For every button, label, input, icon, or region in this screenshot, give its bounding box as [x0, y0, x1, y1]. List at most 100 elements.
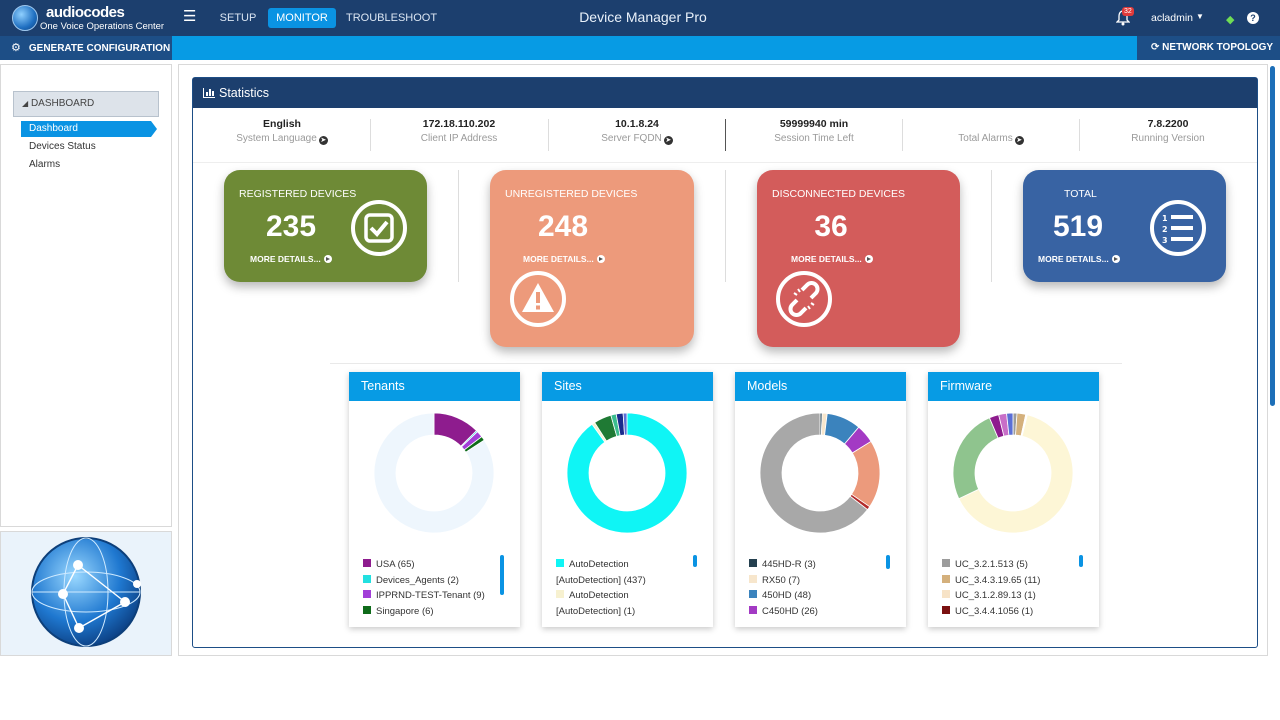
- legend-item[interactable]: UC_3.2.1.513 (5): [942, 557, 1072, 573]
- more-details-link[interactable]: MORE DETAILS...: [1038, 254, 1120, 264]
- divider: [370, 119, 371, 151]
- legend-item[interactable]: AutoDetection: [556, 588, 686, 604]
- more-details-label: MORE DETAILS...: [523, 254, 594, 264]
- total-devices-card[interactable]: TOTAL 519 MORE DETAILS... 1 2 3: [1023, 170, 1226, 282]
- legend-item[interactable]: UC_3.4.3.19.65 (11): [942, 573, 1072, 589]
- sidebar-item-dashboard[interactable]: Dashboard: [21, 121, 157, 137]
- sidebar-section-label: DASHBOARD: [30, 98, 95, 109]
- info-client-ip: 172.18.110.202 Client IP Address: [370, 116, 548, 154]
- legend-item[interactable]: 445HD-R (3): [749, 557, 879, 573]
- audiocodes-logo[interactable]: audiocodes One Voice Operations Center: [10, 3, 180, 33]
- svg-text:1: 1: [1162, 214, 1168, 223]
- gear-icon: ⚙: [11, 42, 21, 54]
- card-title: TOTAL: [1064, 188, 1097, 200]
- sites-donut: [566, 412, 688, 534]
- divider: [1079, 119, 1080, 151]
- arrow-right-icon[interactable]: ➤: [663, 136, 673, 145]
- more-details-link[interactable]: MORE DETAILS...: [250, 254, 332, 264]
- statistics-title: Statistics: [219, 86, 270, 100]
- info-total-alarms: Total Alarms ➤: [902, 116, 1080, 154]
- divider: [193, 162, 1257, 163]
- tab-troubleshoot[interactable]: TROUBLESHOOT: [346, 12, 438, 24]
- info-label: System Language: [236, 133, 317, 144]
- network-topology-button[interactable]: ⟳ NETWORK TOPOLOGY: [1137, 36, 1280, 60]
- generate-configuration-button[interactable]: ⚙ GENERATE CONFIGURATION: [0, 36, 172, 60]
- globe-logo-icon: [12, 5, 38, 31]
- app-title: Device Manager Pro: [579, 9, 707, 25]
- tenants-donut: [373, 412, 495, 534]
- arrow-right-icon[interactable]: ➤: [1014, 136, 1024, 145]
- legend-item[interactable]: RX50 (7): [749, 573, 879, 589]
- donut-slice-site-d[interactable]: [622, 412, 628, 436]
- arrow-right-icon: [1111, 255, 1120, 263]
- unregistered-devices-card[interactable]: UNREGISTERED DEVICES 248 MORE DETAILS...: [490, 170, 694, 347]
- legend-item[interactable]: UC_3.1.2.89.13 (1): [942, 588, 1072, 604]
- info-value: [902, 116, 1080, 132]
- chart-legend: UC_3.2.1.513 (5) UC_3.4.3.19.65 (11) UC_…: [942, 557, 1072, 619]
- legend-label: C450HD (26): [762, 605, 818, 617]
- disconnected-devices-card[interactable]: DISCONNECTED DEVICES 36 MORE DETAILS...: [757, 170, 960, 347]
- divider: [330, 363, 1122, 364]
- more-details-label: MORE DETAILS...: [791, 254, 862, 264]
- more-details-link[interactable]: MORE DETAILS...: [791, 254, 873, 264]
- donut-slice-other[interactable]: [373, 412, 495, 534]
- top-bar: audiocodes One Voice Operations Center ☰…: [0, 0, 1280, 36]
- donut-slice-model-z[interactable]: [759, 412, 869, 534]
- donut-slice--autodetection-[interactable]: [566, 412, 688, 534]
- legend-item[interactable]: [AutoDetection] (1): [556, 604, 686, 620]
- generate-configuration-label: GENERATE CONFIGURATION: [28, 43, 171, 54]
- legend-swatch: [363, 559, 371, 567]
- legend-item[interactable]: AutoDetection: [556, 557, 686, 573]
- legend-item[interactable]: IPPRND-TEST-Tenant (9): [363, 588, 493, 604]
- legend-swatch: [363, 590, 371, 598]
- models-donut: [759, 412, 881, 534]
- arrow-right-icon: [596, 255, 605, 263]
- info-label: Client IP Address: [420, 133, 498, 144]
- card-count: 235: [265, 210, 317, 243]
- legend-label: UC_3.4.4.1056 (1): [955, 605, 1034, 617]
- info-label: Session Time Left: [774, 133, 854, 144]
- arrow-right-icon: [323, 255, 332, 263]
- legend-label: AutoDetection: [569, 559, 629, 570]
- network-globe-illustration: [0, 531, 172, 656]
- legend-label: 445HD-R (3): [762, 559, 816, 570]
- legend-item[interactable]: UC_3.4.4.1056 (1): [942, 604, 1072, 620]
- chevron-down-icon[interactable]: ▼: [1196, 12, 1204, 21]
- donut-slice-fw-b[interactable]: [952, 417, 999, 500]
- info-session-time: 59999940 min Session Time Left: [725, 116, 903, 154]
- registered-devices-card[interactable]: REGISTERED DEVICES 235 MORE DETAILS...: [224, 170, 427, 282]
- info-link[interactable]: Server FQDN ➤: [548, 132, 726, 146]
- legend-item[interactable]: 450HD (48): [749, 588, 879, 604]
- chart-legend: USA (65) Devices_Agents (2) IPPRND-TEST-…: [363, 557, 493, 619]
- legend-item[interactable]: Devices_Agents (2): [363, 573, 493, 589]
- legend-item[interactable]: C450HD (26): [749, 604, 879, 620]
- more-details-link[interactable]: MORE DETAILS...: [523, 254, 605, 264]
- sidebar-item-alarms[interactable]: Alarms: [29, 159, 61, 170]
- page-scrollbar[interactable]: [1270, 66, 1275, 406]
- arrow-right-icon[interactable]: ➤: [318, 136, 328, 145]
- tab-monitor[interactable]: MONITOR: [268, 8, 336, 28]
- tab-setup[interactable]: SETUP: [219, 12, 257, 24]
- more-details-label: MORE DETAILS...: [1038, 254, 1109, 264]
- legend-swatch: [363, 605, 371, 614]
- info-link[interactable]: Total Alarms ➤: [902, 132, 1080, 146]
- legend-item[interactable]: USA (65): [363, 557, 493, 573]
- divider: [548, 119, 549, 151]
- donut-slice-fw-a[interactable]: [958, 414, 1074, 534]
- user-menu[interactable]: acladmin: [1151, 12, 1194, 24]
- hamburger-menu-icon[interactable]: ☰: [183, 8, 197, 25]
- legend-scrollbar[interactable]: [1079, 555, 1083, 567]
- legend-scrollbar[interactable]: [500, 555, 504, 595]
- donut-slice-fw-e[interactable]: [1006, 412, 1014, 436]
- legend-item[interactable]: [AutoDetection] (437): [556, 573, 686, 589]
- legend-scrollbar[interactable]: [886, 555, 890, 569]
- legend-item[interactable]: Singapore (6): [363, 604, 493, 620]
- more-details-label: MORE DETAILS...: [250, 254, 321, 264]
- legend-swatch: [749, 605, 757, 614]
- sidebar-section-dashboard[interactable]: ◢ DASHBOARD: [13, 91, 159, 117]
- connection-status-icon[interactable]: ◆: [1226, 14, 1235, 26]
- legend-scrollbar[interactable]: [693, 555, 697, 567]
- info-link[interactable]: System Language ➤: [193, 132, 371, 146]
- help-icon[interactable]: ?: [1247, 12, 1259, 24]
- sidebar-item-devices-status[interactable]: Devices Status: [29, 141, 96, 152]
